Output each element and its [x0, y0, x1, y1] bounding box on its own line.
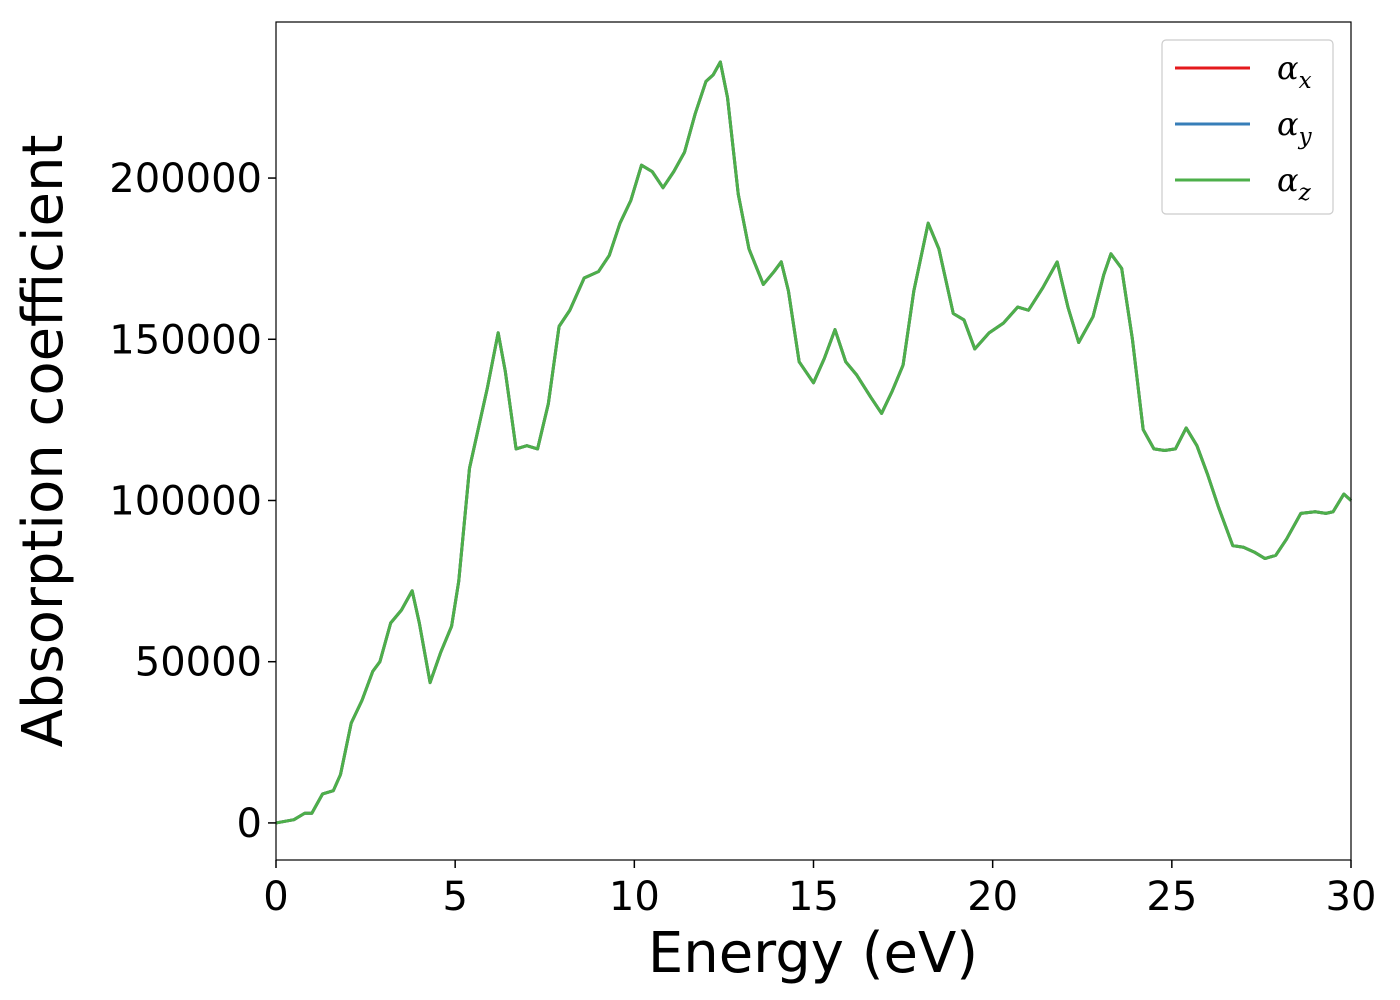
y-tick-label: 150000	[109, 317, 262, 363]
legend-box	[1161, 39, 1334, 215]
x-tick-label: 30	[1326, 874, 1377, 920]
y-tick-label: 50000	[135, 640, 262, 686]
x-tick-label: 15	[788, 874, 839, 920]
legend-label: αy	[1277, 105, 1313, 150]
x-tick-label: 25	[1146, 874, 1197, 920]
y-tick-label: 0	[237, 801, 262, 847]
legend: αx αy αz	[1161, 39, 1334, 215]
legend-label: αx	[1277, 49, 1312, 94]
y-axis-label: Absorption coefficient	[11, 135, 76, 748]
x-tick-label: 20	[967, 874, 1018, 920]
x-axis-label: Energy (eV)	[648, 921, 978, 986]
x-tick-label: 5	[442, 874, 467, 920]
x-tick-label: 10	[609, 874, 660, 920]
data-line	[275, 60, 1353, 825]
y-tick-label: 100000	[109, 478, 262, 524]
x-tick-label: 0	[263, 874, 288, 920]
plot-frame	[275, 21, 1352, 861]
y-tick-label: 200000	[109, 156, 262, 202]
legend-label: αz	[1277, 161, 1312, 206]
